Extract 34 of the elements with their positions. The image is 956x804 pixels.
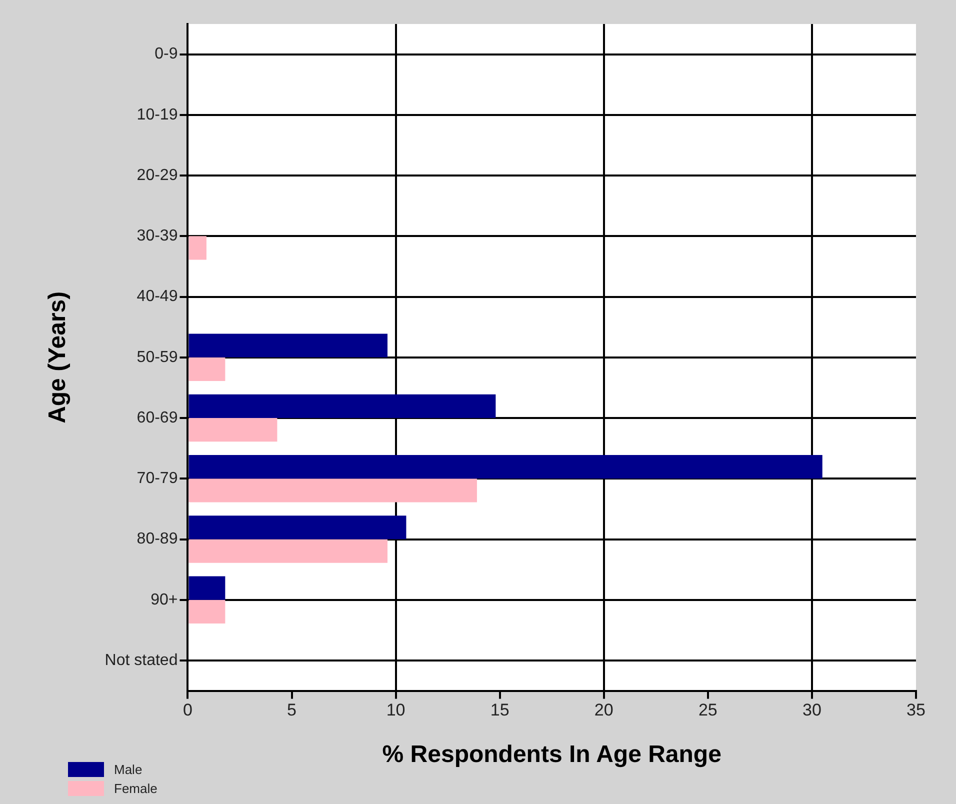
y-tick-label: 10-19 (136, 106, 178, 124)
x-tick-label: 0 (182, 700, 192, 720)
x-axis-title: % Respondents In Age Range (382, 741, 722, 768)
x-tick-label: 5 (287, 700, 297, 720)
y-tick-label: 60-69 (136, 409, 178, 426)
x-tick-label: 25 (698, 700, 718, 720)
bar (188, 516, 406, 540)
bar (188, 334, 388, 358)
bar (188, 600, 226, 624)
bar (188, 236, 206, 260)
x-tick-label: 35 (906, 700, 926, 720)
y-tick-label: 30-39 (136, 228, 178, 245)
x-tick-label: 15 (490, 700, 510, 720)
legend-label: Male (114, 762, 142, 777)
x-tick-label: 10 (386, 700, 406, 720)
bar (188, 576, 226, 600)
y-tick-label: 70-79 (136, 470, 178, 488)
y-tick-label: 40-49 (136, 288, 178, 306)
bar (188, 418, 278, 442)
legend-label: Female (114, 781, 158, 796)
y-tick-label: 80-89 (136, 530, 178, 548)
y-tick-label: Not stated (104, 652, 178, 669)
y-tick-label: 50-59 (136, 348, 178, 366)
y-tick-label: 20-29 (136, 166, 178, 184)
bar (188, 357, 226, 382)
x-tick-label: 30 (802, 700, 822, 720)
bar (188, 478, 477, 502)
y-tick-label: 90+ (150, 591, 178, 608)
bar (188, 539, 388, 563)
bar (188, 454, 822, 479)
x-tick-label: 20 (594, 700, 614, 720)
bar (188, 394, 496, 418)
y-tick-label: 0-9 (154, 46, 178, 63)
y-axis-title: Age (Years) (44, 291, 72, 424)
